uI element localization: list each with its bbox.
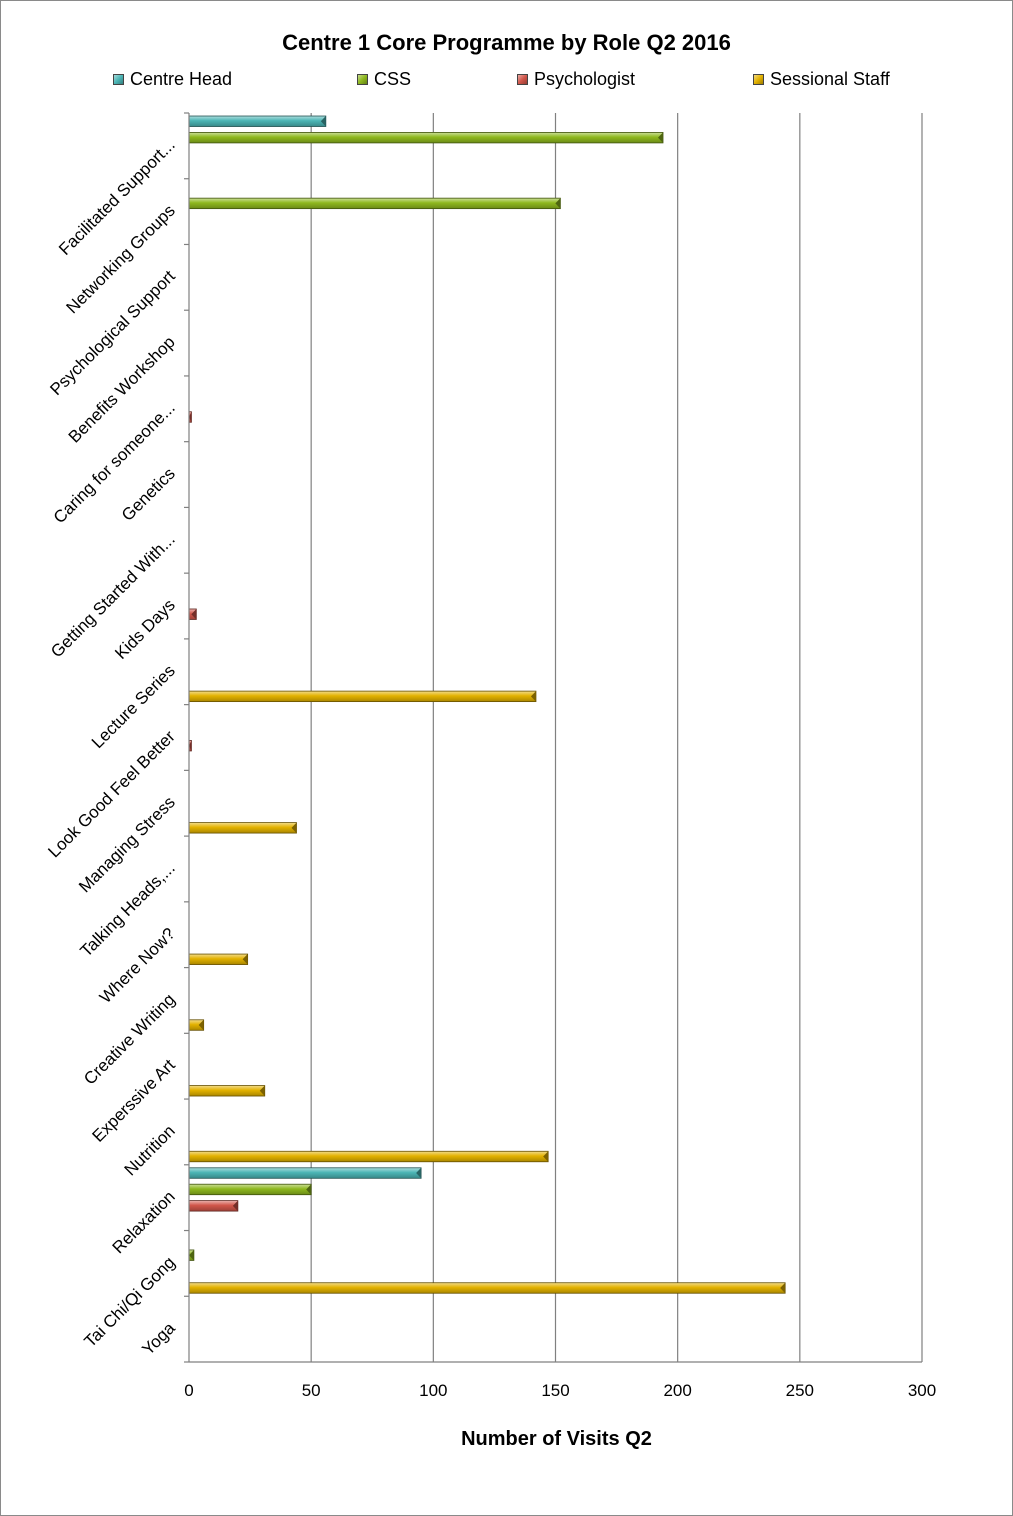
legend-item: Sessional Staff bbox=[753, 69, 890, 90]
x-tick-label: 200 bbox=[663, 1381, 691, 1400]
bar-cap bbox=[416, 1167, 422, 1179]
legend-label: Sessional Staff bbox=[770, 69, 890, 89]
bar-cap bbox=[242, 954, 248, 965]
category-label: Psychological Support bbox=[46, 267, 179, 400]
bar-cap bbox=[191, 608, 197, 620]
x-tick-label: 50 bbox=[302, 1381, 321, 1400]
bar bbox=[188, 1085, 266, 1097]
legend-item: Centre Head bbox=[113, 69, 232, 90]
bar bbox=[188, 197, 561, 210]
x-tick-label: 250 bbox=[786, 1381, 814, 1400]
bar-cap bbox=[530, 691, 536, 702]
bar-cap bbox=[232, 1200, 238, 1212]
category-label: Genetics bbox=[118, 464, 179, 525]
legend-label: CSS bbox=[374, 69, 412, 89]
category-label: Look Good Feel Better bbox=[44, 727, 179, 862]
bar bbox=[188, 690, 537, 703]
bar-cap bbox=[306, 1184, 312, 1195]
legend-swatch bbox=[113, 74, 124, 85]
bar-cap bbox=[658, 132, 664, 143]
bar bbox=[188, 822, 297, 834]
bar bbox=[188, 1282, 786, 1294]
axes bbox=[184, 112, 922, 1363]
legend-item: CSS bbox=[357, 69, 411, 90]
x-tick-labels: 0 50 100 150 200 250 300 bbox=[184, 1381, 936, 1400]
bar-cap bbox=[543, 1151, 549, 1162]
bar-cap bbox=[198, 1019, 204, 1031]
bar-cap bbox=[259, 1085, 265, 1097]
bar-cap bbox=[555, 198, 561, 209]
x-tick-label: 0 bbox=[184, 1381, 193, 1400]
category-label: Nutrition bbox=[121, 1121, 179, 1179]
chart-legend: Centre Head CSS Psychologist Sessional Staf… bbox=[0, 69, 1013, 93]
bars bbox=[188, 115, 786, 1294]
bar-cap bbox=[189, 740, 192, 751]
bar-cap bbox=[189, 411, 192, 423]
bar bbox=[188, 1183, 312, 1196]
x-tick-label: 300 bbox=[908, 1381, 936, 1400]
gridlines bbox=[310, 113, 923, 1362]
category-label: Caring for someone... bbox=[50, 398, 179, 527]
bar bbox=[188, 1150, 549, 1163]
bar bbox=[188, 1167, 422, 1179]
category-labels: Facilitated Support...Networking GroupsP… bbox=[44, 135, 179, 1359]
chart-title: Centre 1 Core Programme by Role Q2 2016 bbox=[282, 30, 731, 55]
category-label: Facilitated Support... bbox=[55, 135, 179, 259]
category-label: Relaxation bbox=[109, 1187, 179, 1257]
legend-label: Centre Head bbox=[130, 69, 233, 89]
legend-swatch bbox=[357, 74, 368, 85]
legend-item: Psychologist bbox=[517, 69, 635, 90]
bar bbox=[188, 115, 327, 127]
category-label: Yoga bbox=[138, 1318, 179, 1359]
x-axis-title: Number of Visits Q2 bbox=[461, 1428, 652, 1450]
category-label: Kids Days bbox=[111, 595, 179, 663]
bar bbox=[188, 953, 249, 965]
category-label: Getting Started With... bbox=[47, 530, 179, 662]
bar bbox=[188, 1200, 239, 1212]
category-label: Networking Groups bbox=[62, 201, 178, 317]
x-tick-label: 150 bbox=[541, 1381, 569, 1400]
legend-swatch bbox=[517, 74, 528, 85]
bar-cap bbox=[780, 1282, 786, 1294]
bar-cap bbox=[320, 116, 326, 127]
bar bbox=[188, 132, 664, 144]
legend-label: Psychologist bbox=[534, 69, 636, 89]
x-tick-label: 100 bbox=[419, 1381, 447, 1400]
legend-swatch bbox=[753, 74, 764, 85]
bar-cap bbox=[291, 822, 297, 834]
bar-cap bbox=[189, 1249, 194, 1261]
